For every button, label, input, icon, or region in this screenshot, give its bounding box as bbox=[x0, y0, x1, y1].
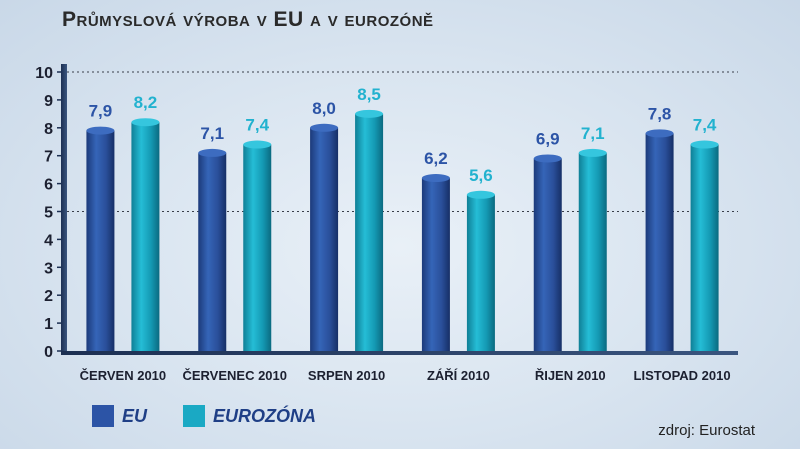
x-tick-label: ČERVEN 2010 bbox=[80, 368, 166, 383]
bar bbox=[578, 152, 607, 351]
bar-cap bbox=[355, 109, 384, 118]
bar bbox=[310, 127, 339, 351]
bar-cap bbox=[310, 123, 339, 132]
data-label: 7,4 bbox=[245, 116, 269, 135]
y-tick-label: 3 bbox=[44, 260, 53, 277]
legend-swatch-eurozona bbox=[183, 405, 205, 427]
y-tick-label: 10 bbox=[35, 65, 53, 82]
data-label: 6,9 bbox=[536, 129, 560, 148]
bar bbox=[131, 122, 160, 351]
data-label: 6,2 bbox=[424, 149, 448, 168]
bar bbox=[243, 144, 272, 351]
bar bbox=[645, 133, 674, 351]
x-tick-label: ZÁŘÍ 2010 bbox=[427, 368, 490, 383]
bar bbox=[533, 158, 562, 351]
data-label: 7,9 bbox=[89, 102, 113, 121]
bar bbox=[355, 113, 384, 351]
bar-cap bbox=[690, 140, 719, 149]
bar bbox=[421, 178, 450, 351]
legend-swatch-eu bbox=[92, 405, 114, 427]
data-label: 7,1 bbox=[200, 124, 224, 143]
bar-cap bbox=[243, 140, 272, 149]
data-label: 7,8 bbox=[648, 104, 672, 123]
data-label: 8,0 bbox=[312, 99, 336, 118]
data-label: 7,4 bbox=[693, 116, 717, 135]
y-tick-label: 9 bbox=[44, 93, 53, 110]
y-tick-label: 5 bbox=[44, 205, 53, 222]
bar-cap bbox=[466, 190, 495, 199]
x-tick-label: SRPEN 2010 bbox=[308, 368, 385, 383]
bar-cap bbox=[645, 129, 674, 138]
bar-cap bbox=[131, 118, 160, 127]
bar bbox=[690, 144, 719, 351]
y-tick-label: 8 bbox=[44, 121, 53, 138]
legend-item-eu: EU bbox=[92, 405, 147, 427]
bar-cap bbox=[578, 148, 607, 157]
y-tick-label: 1 bbox=[44, 316, 53, 333]
bar bbox=[466, 194, 495, 351]
bar bbox=[86, 130, 115, 351]
legend-label-eurozona: EUROZÓNA bbox=[213, 405, 316, 426]
data-label: 8,2 bbox=[134, 93, 158, 112]
bar-cap bbox=[421, 174, 450, 183]
x-tick-label: LISTOPAD 2010 bbox=[634, 368, 731, 383]
data-label: 8,5 bbox=[357, 85, 381, 104]
y-axis-line bbox=[61, 64, 67, 351]
x-axis-line bbox=[61, 351, 738, 355]
bar bbox=[198, 152, 227, 351]
y-tick-label: 4 bbox=[44, 232, 53, 249]
source-note: zdroj: Eurostat bbox=[658, 422, 755, 439]
y-tick-label: 6 bbox=[44, 177, 53, 194]
bar-cap bbox=[86, 126, 115, 135]
data-label: 5,6 bbox=[469, 166, 493, 185]
bar-cap bbox=[533, 154, 562, 163]
data-label: 7,1 bbox=[581, 124, 605, 143]
x-tick-label: ČERVENEC 2010 bbox=[182, 368, 287, 383]
chart-title: Průmyslová výroba v EU a v eurozóně bbox=[62, 8, 434, 31]
x-tick-label: ŘIJEN 2010 bbox=[535, 368, 606, 383]
bar-cap bbox=[198, 148, 227, 157]
y-tick-label: 2 bbox=[44, 288, 53, 305]
legend-label-eu: EU bbox=[122, 405, 148, 426]
y-tick-label: 7 bbox=[44, 149, 53, 166]
y-tick-label: 0 bbox=[44, 344, 53, 361]
legend-item-eurozona: EUROZÓNA bbox=[183, 405, 316, 427]
